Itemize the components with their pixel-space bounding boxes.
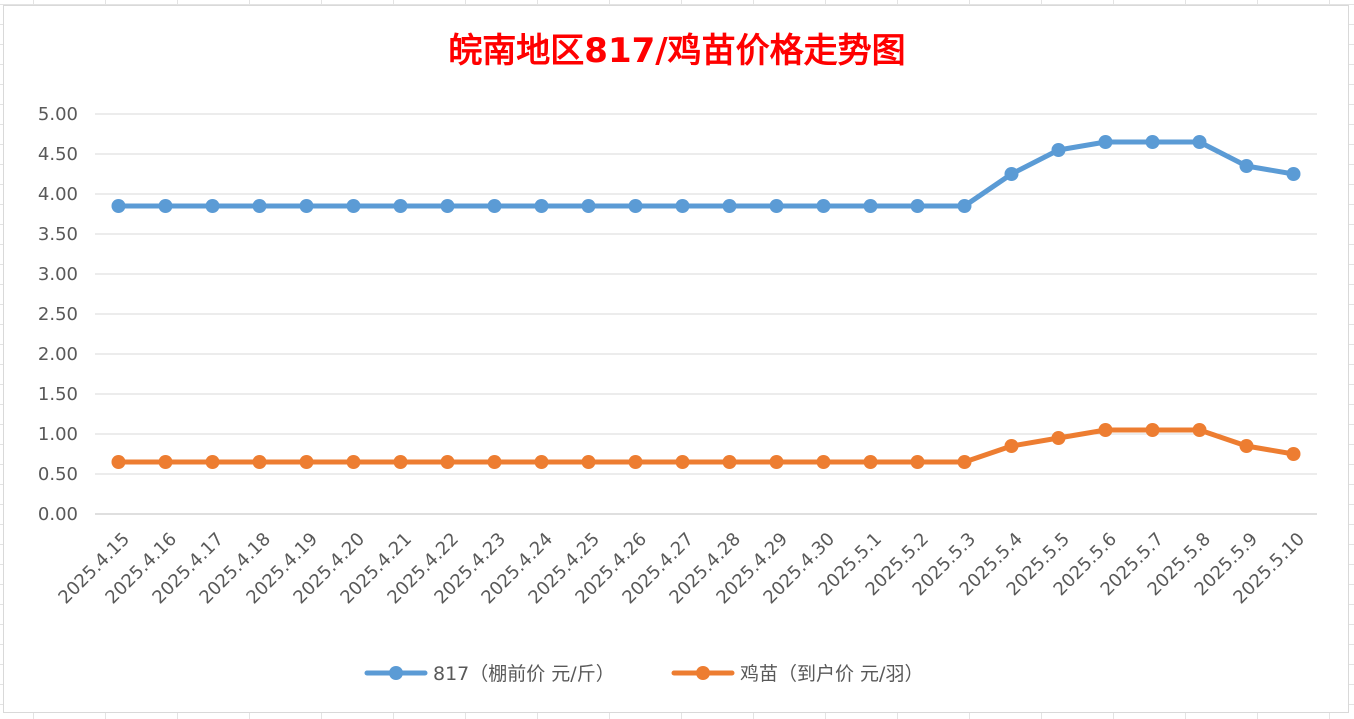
data-point[interactable] (863, 199, 878, 213)
y-tick-label: 1.00 (38, 424, 78, 445)
legend-label: 817（棚前价 元/斤） (433, 663, 615, 685)
data-point[interactable] (628, 199, 643, 213)
legend-swatch-marker (389, 666, 403, 680)
y-axis: 0.00 0.50 1.00 1.50 2.00 2.50 3.00 3.50 4.00 4.50… (38, 104, 78, 525)
data-point[interactable] (534, 455, 549, 469)
y-tick-label: 0.50 (38, 464, 78, 485)
data-point[interactable] (346, 199, 361, 213)
data-point[interactable] (722, 199, 737, 213)
data-point[interactable] (1098, 423, 1113, 437)
chart-title: 皖南地区817/鸡苗价格走势图 (448, 31, 905, 71)
data-point[interactable] (440, 199, 455, 213)
legend-swatch-marker (696, 666, 710, 680)
data-point[interactable] (158, 199, 173, 213)
data-point[interactable] (1286, 167, 1301, 181)
x-axis: 2025.4.152025.4.162025.4.172025.4.182025… (54, 529, 1309, 609)
data-point[interactable] (440, 455, 455, 469)
data-point[interactable] (205, 455, 220, 469)
data-point[interactable] (1051, 431, 1066, 445)
data-point[interactable] (1145, 423, 1160, 437)
data-point[interactable] (393, 199, 408, 213)
data-point[interactable] (581, 199, 596, 213)
data-point[interactable] (346, 455, 361, 469)
legend-item[interactable]: 817（棚前价 元/斤） (364, 663, 615, 685)
data-point[interactable] (863, 455, 878, 469)
y-tick-label: 0.00 (38, 504, 78, 525)
series-line[interactable] (116, 139, 1296, 209)
legend: 817（棚前价 元/斤） 鸡苗（到户价 元/羽） (364, 663, 923, 685)
data-point[interactable] (1286, 447, 1301, 461)
data-point[interactable] (1004, 167, 1019, 181)
data-point[interactable] (158, 455, 173, 469)
data-point[interactable] (111, 199, 126, 213)
data-point[interactable] (628, 455, 643, 469)
data-point[interactable] (299, 199, 314, 213)
data-point[interactable] (205, 199, 220, 213)
data-point[interactable] (487, 455, 502, 469)
data-point[interactable] (487, 199, 502, 213)
data-point[interactable] (910, 199, 925, 213)
data-point[interactable] (581, 455, 596, 469)
data-point[interactable] (252, 455, 267, 469)
y-tick-label: 5.00 (38, 104, 78, 125)
legend-label: 鸡苗（到户价 元/羽） (740, 663, 923, 685)
y-tick-label: 3.50 (38, 224, 78, 245)
y-tick-label: 2.50 (38, 304, 78, 325)
legend-item[interactable]: 鸡苗（到户价 元/羽） (671, 663, 923, 685)
y-tick-label: 3.00 (38, 264, 78, 285)
y-tick-label: 1.50 (38, 384, 78, 405)
series-1[interactable] (111, 135, 1301, 213)
series-line[interactable] (116, 427, 1296, 465)
chart-area[interactable] (3, 5, 1349, 713)
data-point[interactable] (957, 199, 972, 213)
data-point[interactable] (1098, 135, 1113, 149)
data-point[interactable] (675, 199, 690, 213)
y-tick-label: 4.00 (38, 184, 78, 205)
data-point[interactable] (534, 199, 549, 213)
data-point[interactable] (722, 455, 737, 469)
data-point[interactable] (1051, 143, 1066, 157)
series-2[interactable] (111, 423, 1301, 469)
data-point[interactable] (675, 455, 690, 469)
data-point[interactable] (910, 455, 925, 469)
data-point[interactable] (1239, 159, 1254, 173)
data-point[interactable] (393, 455, 408, 469)
data-point[interactable] (769, 199, 784, 213)
data-point[interactable] (1192, 135, 1207, 149)
y-tick-label: 2.00 (38, 344, 78, 365)
gridlines (95, 113, 1317, 515)
series-layer (111, 135, 1301, 469)
data-point[interactable] (299, 455, 314, 469)
data-point[interactable] (1145, 135, 1160, 149)
data-point[interactable] (252, 199, 267, 213)
data-point[interactable] (957, 455, 972, 469)
data-point[interactable] (816, 455, 831, 469)
data-point[interactable] (111, 455, 126, 469)
data-point[interactable] (1004, 439, 1019, 453)
data-point[interactable] (1192, 423, 1207, 437)
data-point[interactable] (1239, 439, 1254, 453)
data-point[interactable] (769, 455, 784, 469)
data-point[interactable] (816, 199, 831, 213)
y-tick-label: 4.50 (38, 144, 78, 165)
